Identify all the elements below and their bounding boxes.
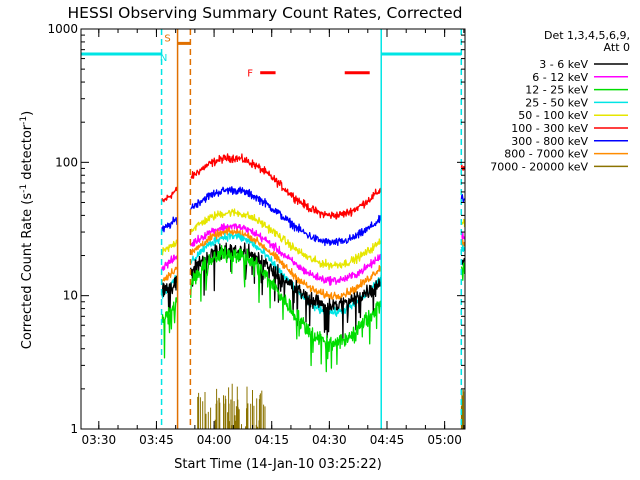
y-axis-label-sup2: -1 xyxy=(19,116,29,125)
series-line-0 xyxy=(161,242,466,340)
legend-label-0: 3 - 6 keV xyxy=(539,58,588,71)
series-line-8 xyxy=(197,383,465,429)
series-line-1 xyxy=(161,223,466,287)
tick-layer: 03:30 03:45 04:00 04:15 04:30 04:45 05:00 1 10 10… xyxy=(47,22,465,447)
x-tick-label-0: 03:30 xyxy=(82,433,117,447)
legend-label-2: 12 - 25 keV xyxy=(525,84,588,97)
y-tick-label-1: 10 xyxy=(63,289,78,303)
flare-label: F xyxy=(247,69,253,80)
x-tick-label-5: 04:45 xyxy=(370,433,405,447)
x-tick-label-2: 04:00 xyxy=(197,433,232,447)
x-tick-label-1: 03:45 xyxy=(139,433,174,447)
y-axis-label-mid: detector xyxy=(20,124,35,184)
legend-label-7: 800 - 7000 keV xyxy=(504,148,588,161)
y-axis-label-sup1: -1 xyxy=(19,184,29,193)
legend-label-6: 300 - 800 keV xyxy=(511,135,588,148)
y-tick-label-2: 100 xyxy=(55,155,78,169)
saa-label: S xyxy=(164,33,170,44)
annotation-layer: NS F xyxy=(81,29,463,429)
series-line-5 xyxy=(161,153,466,220)
legend-header-2: Att 0 xyxy=(604,41,630,54)
y-axis-label-end: ) xyxy=(20,111,35,116)
series-line-6 xyxy=(161,186,466,247)
legend-label-1: 6 - 12 keV xyxy=(532,71,588,84)
plot-frame xyxy=(80,28,466,430)
night-label: N xyxy=(160,53,167,64)
legend-label-3: 25 - 50 keV xyxy=(525,96,588,109)
x-axis-label: Start Time (14-Jan-10 03:25:22) xyxy=(174,457,382,472)
y-axis-label-main: Corrected Count Rate (s xyxy=(20,193,35,350)
legend-header-1: Det 1,3,4,5,6,9, xyxy=(544,29,630,42)
series-layer xyxy=(161,153,466,429)
y-tick-label-0: 1 xyxy=(70,422,78,436)
x-tick-label-6: 05:00 xyxy=(427,433,462,447)
x-tick-label-4: 04:30 xyxy=(312,433,347,447)
legend-label-5: 100 - 300 keV xyxy=(511,122,588,135)
legend-label-8: 7000 - 20000 keV xyxy=(490,160,588,173)
y-tick-label-3: 1000 xyxy=(47,22,78,36)
chart-title: HESSI Observing Summary Count Rates, Cor… xyxy=(68,4,463,22)
x-tick-label-3: 04:15 xyxy=(254,433,289,447)
y-axis-label: Corrected Count Rate (s-1 detector-1) xyxy=(19,111,35,349)
legend-label-4: 50 - 100 keV xyxy=(518,109,588,122)
